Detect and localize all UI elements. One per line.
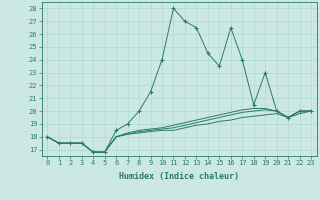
X-axis label: Humidex (Indice chaleur): Humidex (Indice chaleur): [119, 172, 239, 181]
